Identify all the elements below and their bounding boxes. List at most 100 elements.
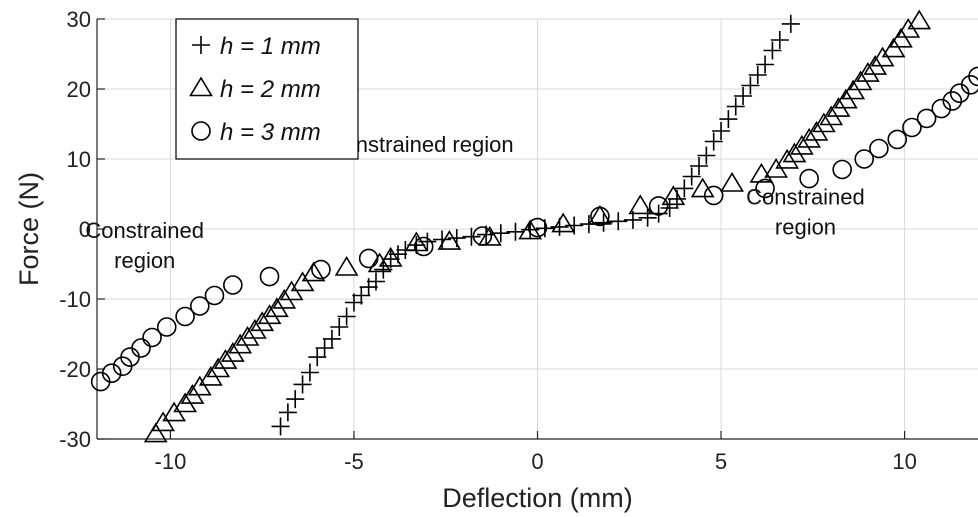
data-point-plus bbox=[726, 97, 745, 116]
data-point-plus bbox=[315, 339, 334, 357]
data-point-plus bbox=[719, 110, 738, 129]
tick-labels: -10 -5 0 5 10 -30 -20 -10 0 10 20 30 bbox=[59, 7, 917, 474]
data-point-circle bbox=[590, 206, 610, 227]
data-point-triangle bbox=[334, 255, 359, 276]
data-point-circle bbox=[854, 149, 875, 169]
data-point-plus bbox=[308, 348, 327, 367]
data-point-triangle bbox=[749, 162, 774, 183]
data-point-circle bbox=[832, 159, 852, 180]
data-point-circle bbox=[101, 363, 122, 384]
data-point-circle bbox=[755, 178, 775, 199]
series-triangle bbox=[143, 9, 932, 443]
data-point-triangle bbox=[775, 148, 800, 169]
data-point-triangle bbox=[518, 219, 543, 240]
x-axis-title: Deflection (mm) bbox=[442, 483, 633, 513]
y-tick-label: -20 bbox=[59, 357, 91, 382]
data-point-plus bbox=[741, 76, 760, 95]
data-point-circle bbox=[175, 306, 195, 327]
data-point-plus bbox=[704, 132, 723, 151]
data-point-plus bbox=[344, 293, 363, 312]
data-point-triangle bbox=[789, 134, 814, 155]
data-point-circle bbox=[156, 317, 177, 337]
data-point-triangle bbox=[213, 349, 238, 369]
data-point-plus bbox=[491, 224, 510, 243]
legend-label: h = 2 mm bbox=[220, 76, 321, 103]
data-point-plus bbox=[712, 122, 731, 140]
series-circle bbox=[90, 66, 978, 392]
data-point-triangle bbox=[151, 411, 175, 432]
data-point-circle bbox=[902, 117, 922, 138]
legend-marker-triangle bbox=[189, 76, 213, 97]
data-point-triangle bbox=[587, 204, 612, 225]
data-point-triangle bbox=[797, 127, 822, 148]
data-point-plus bbox=[286, 390, 305, 409]
x-tick-label: 5 bbox=[715, 449, 727, 474]
data-point-triangle bbox=[551, 212, 576, 233]
y-tick-label: 10 bbox=[67, 147, 91, 172]
data-point-circle bbox=[413, 236, 434, 257]
data-point-plus bbox=[638, 208, 657, 227]
legend: h = 1 mm h = 2 mm h = 3 mm bbox=[175, 18, 359, 160]
legend-label: h = 3 mm bbox=[220, 119, 321, 146]
legend-marker-plus bbox=[192, 36, 210, 54]
data-point-plus bbox=[682, 167, 701, 186]
data-point-triangle bbox=[235, 325, 260, 346]
data-point-plus bbox=[322, 329, 341, 348]
y-tick-label: -30 bbox=[59, 427, 91, 452]
data-point-plus bbox=[506, 222, 525, 241]
data-point-triangle bbox=[367, 252, 392, 273]
data-point-triangle bbox=[290, 271, 315, 292]
legend-label: h = 1 mm bbox=[220, 33, 321, 60]
data-point-triangle bbox=[720, 171, 744, 192]
data-point-triangle bbox=[187, 375, 212, 396]
data-point-triangle bbox=[378, 246, 403, 267]
data-point-triangle bbox=[855, 62, 880, 82]
data-point-circle bbox=[703, 185, 724, 206]
data-point-triangle bbox=[661, 185, 686, 206]
data-point-triangle bbox=[250, 311, 275, 332]
data-point-plus bbox=[366, 272, 385, 291]
data-point-circle bbox=[960, 75, 978, 95]
y-tick-label: 0 bbox=[79, 217, 91, 242]
data-point-plus bbox=[433, 230, 452, 249]
data-point-circle bbox=[223, 275, 243, 295]
data-point-circle bbox=[887, 129, 908, 150]
data-point-plus bbox=[330, 318, 349, 336]
data-point-plus bbox=[734, 87, 753, 105]
data-point-circle bbox=[259, 266, 280, 287]
data-point-plus bbox=[770, 31, 789, 49]
data-point-plus bbox=[756, 55, 775, 74]
annotation-constrained-right: Constrained region bbox=[746, 185, 865, 240]
data-point-circle bbox=[968, 66, 978, 87]
x-tick-label: 0 bbox=[531, 449, 543, 474]
data-point-triangle bbox=[888, 27, 913, 48]
data-point-circle bbox=[648, 196, 669, 216]
data-point-plus bbox=[660, 199, 679, 217]
data-point-plus bbox=[697, 146, 716, 165]
data-point-circle bbox=[131, 338, 151, 358]
data-point-triangle bbox=[628, 194, 653, 215]
data-point-plus bbox=[675, 179, 694, 198]
axes bbox=[96, 18, 978, 440]
data-point-circle bbox=[799, 168, 819, 189]
data-point-triangle bbox=[782, 142, 807, 163]
x-tick-label: -10 bbox=[155, 449, 187, 474]
data-point-plus bbox=[352, 286, 371, 305]
data-point-circle bbox=[916, 108, 937, 129]
data-point-circle bbox=[142, 327, 162, 348]
y-tick-label: 20 bbox=[67, 77, 91, 102]
data-point-triangle bbox=[301, 261, 326, 282]
legend-box bbox=[175, 18, 359, 160]
data-point-triangle bbox=[242, 318, 267, 339]
data-point-triangle bbox=[228, 333, 253, 354]
data-point-plus bbox=[293, 375, 312, 394]
data-point-plus bbox=[462, 227, 481, 246]
data-point-plus bbox=[609, 212, 628, 231]
data-point-plus bbox=[763, 41, 782, 60]
data-point-plus bbox=[781, 14, 800, 33]
data-point-plus bbox=[690, 157, 709, 175]
data-point-plus bbox=[278, 403, 297, 422]
data-point-plus bbox=[337, 307, 356, 326]
